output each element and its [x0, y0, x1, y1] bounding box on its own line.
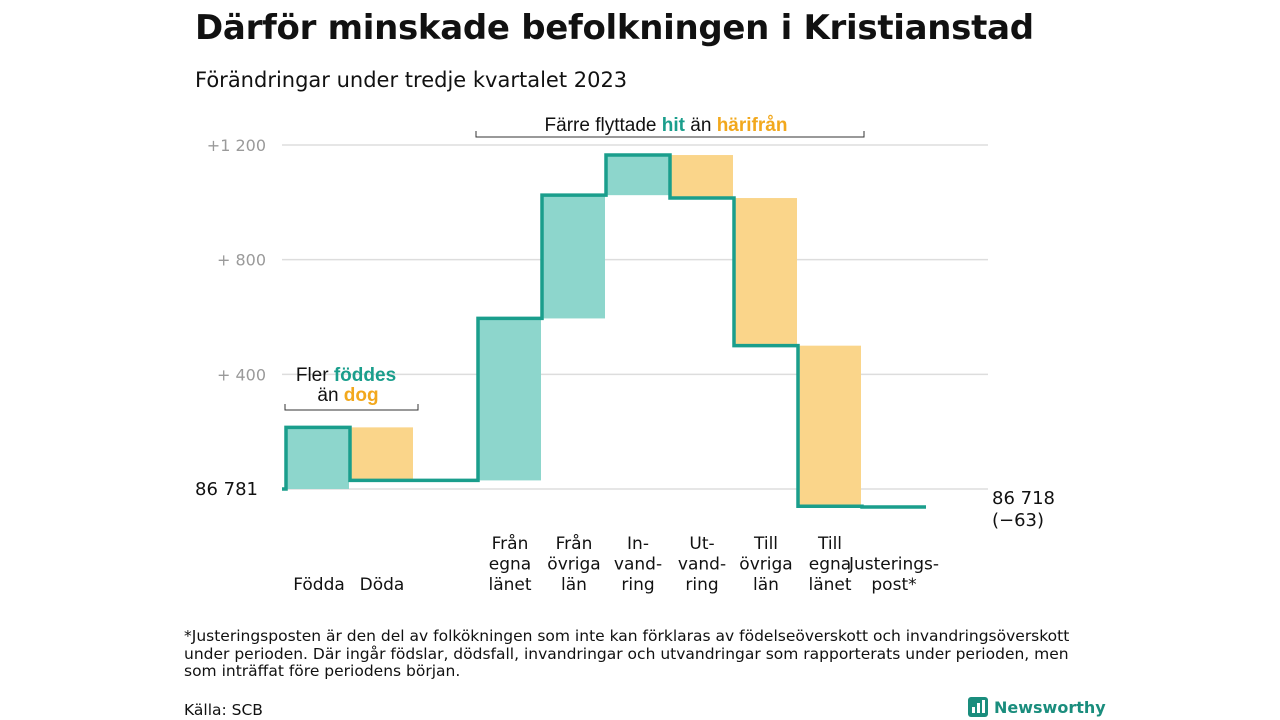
- category-label: Döda: [360, 575, 405, 595]
- category-label: länet: [488, 575, 531, 595]
- newsworthy-logo-icon: [968, 697, 988, 717]
- waterfall-bar: [543, 195, 605, 319]
- brand-name: Newsworthy: [994, 697, 1106, 717]
- category-label: vand-: [678, 555, 726, 575]
- category-label: län: [753, 575, 779, 595]
- category-label: Från: [556, 533, 593, 554]
- end-change-label: (−63): [992, 510, 1044, 531]
- category-label: post*: [871, 575, 916, 595]
- waterfall-bar: [671, 155, 733, 199]
- y-tick-label: +1 200: [207, 136, 266, 155]
- category-label: In-: [627, 534, 649, 554]
- cumulative-step-line: [282, 153, 926, 509]
- births-annotation: Fler föddes än dog: [284, 365, 419, 411]
- moves-annotation: Färre flyttade hit än härifrån: [475, 115, 865, 138]
- category-label: Till: [753, 534, 778, 554]
- category-label: Till: [817, 534, 842, 554]
- step-line: [282, 153, 926, 509]
- waterfall-bar: [607, 155, 669, 196]
- waterfall-bar: [735, 198, 797, 346]
- category-label: län: [561, 575, 587, 595]
- waterfall-chart: + 400+ 800+1 200 Födda DödaFrånegnalänetF…: [195, 115, 1055, 595]
- footnote: *Justeringsposten är den del av folkökni…: [184, 627, 1070, 680]
- births-annotation-line2: än dog: [317, 385, 378, 406]
- moves-annotation-text: Färre flyttade hit än härifrån: [545, 115, 788, 136]
- category-label: övriga: [547, 555, 600, 575]
- y-tick-labels: + 400 + 800 +1 200: [207, 136, 266, 384]
- waterfall-bar: [287, 427, 349, 489]
- births-annotation-line1: Fler föddes: [296, 365, 396, 386]
- source-label: Källa: SCB: [184, 701, 263, 719]
- chart-title: Därför minskade befolkningen i Kristians…: [195, 8, 1034, 48]
- waterfall-bar: [351, 427, 413, 481]
- category-label: Från: [492, 533, 529, 554]
- category-label: vand-: [614, 555, 662, 575]
- category-label: Födda: [293, 575, 345, 595]
- category-label: övriga: [739, 555, 792, 575]
- brand: Newsworthy: [968, 697, 1106, 717]
- bars: [287, 155, 861, 507]
- waterfall-bar: [799, 345, 861, 507]
- category-label: Ut-: [689, 534, 714, 554]
- category-label: länet: [808, 575, 851, 595]
- moves-bracket: [475, 131, 865, 138]
- category-label: ring: [685, 575, 718, 595]
- gridlines: [282, 144, 988, 490]
- category-label: egna: [489, 555, 531, 575]
- chart-subtitle: Förändringar under tredje kvartalet 2023: [195, 68, 628, 92]
- category-label: ring: [621, 575, 654, 595]
- category-labels: Födda DödaFrånegnalänetFrånövrigalänIn-va…: [293, 533, 939, 595]
- waterfall-bar: [479, 318, 541, 481]
- start-value-label: 86 781: [195, 479, 258, 500]
- y-tick-label: + 400: [217, 365, 266, 384]
- category-label: Justerings-: [848, 555, 939, 575]
- end-value-label: 86 718: [992, 488, 1055, 509]
- births-bracket: [284, 404, 419, 411]
- y-tick-label: + 800: [217, 251, 266, 270]
- category-label: egna: [809, 555, 851, 575]
